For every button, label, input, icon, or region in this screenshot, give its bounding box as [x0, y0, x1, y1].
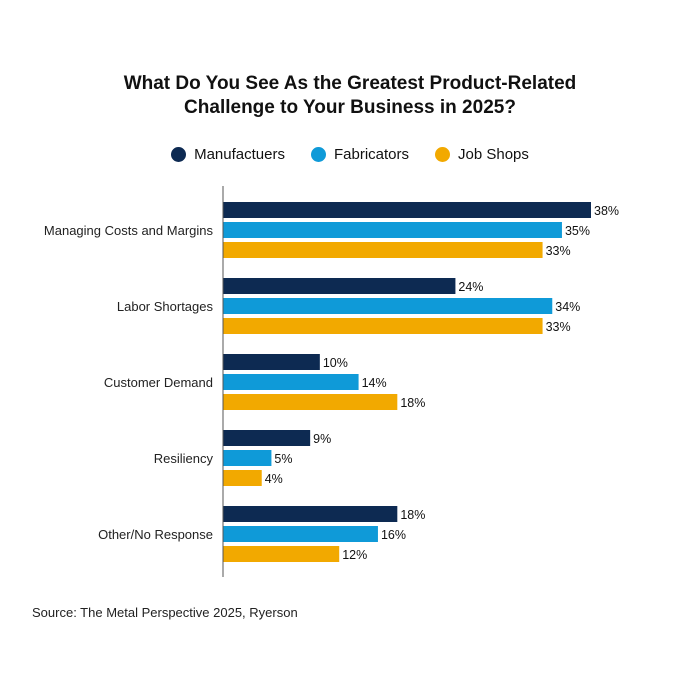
data-label-manufactuers-other-no-response: 18% — [400, 508, 425, 522]
bar-fabricators-other-no-response — [223, 526, 378, 542]
bar-fabricators-customer-demand — [223, 374, 359, 390]
data-label-job-shops-customer-demand: 18% — [400, 396, 425, 410]
category-label-customer-demand: Customer Demand — [104, 375, 213, 390]
data-label-manufactuers-customer-demand: 10% — [323, 356, 348, 370]
category-label-managing-costs-and-margins: Managing Costs and Margins — [44, 223, 214, 238]
category-label-labor-shortages: Labor Shortages — [117, 299, 214, 314]
data-label-manufactuers-resiliency: 9% — [313, 432, 331, 446]
data-label-manufactuers-managing-costs-and-margins: 38% — [594, 204, 619, 218]
data-label-job-shops-other-no-response: 12% — [342, 548, 367, 562]
data-label-job-shops-managing-costs-and-margins: 33% — [546, 244, 571, 258]
category-label-other-no-response: Other/No Response — [98, 527, 213, 542]
bar-manufactuers-labor-shortages — [223, 278, 456, 294]
bar-manufactuers-managing-costs-and-margins — [223, 202, 591, 218]
data-label-fabricators-managing-costs-and-margins: 35% — [565, 224, 590, 238]
legend-item-job-shops: Job Shops — [435, 146, 529, 163]
category-label-resiliency: Resiliency — [154, 451, 214, 466]
data-label-job-shops-resiliency: 4% — [265, 472, 283, 486]
data-label-job-shops-labor-shortages: 33% — [546, 320, 571, 334]
data-label-manufactuers-labor-shortages: 24% — [458, 280, 483, 294]
legend: Manufactuers Fabricators Job Shops — [0, 146, 700, 163]
bar-job-shops-other-no-response — [223, 546, 340, 562]
data-label-fabricators-customer-demand: 14% — [362, 376, 387, 390]
chart-title-line-1: What Do You See As the Greatest Product-… — [123, 73, 577, 94]
chart-title: What Do You See As the Greatest Product-… — [0, 72, 700, 120]
bar-manufactuers-other-no-response — [223, 506, 398, 522]
data-label-fabricators-other-no-response: 16% — [381, 528, 406, 542]
chart-title-line-2: Challenge to Your Business in 2025? — [184, 97, 516, 118]
legend-label-job-shops: Job Shops — [458, 146, 529, 163]
bar-job-shops-resiliency — [223, 470, 262, 486]
bar-fabricators-managing-costs-and-margins — [223, 222, 562, 238]
legend-swatch-job-shops — [435, 147, 451, 162]
legend-item-manufacturers: Manufactuers — [171, 146, 285, 163]
legend-label-fabricators: Fabricators — [333, 146, 410, 163]
bar-job-shops-customer-demand — [223, 394, 398, 410]
legend-swatch-manufacturers — [171, 147, 187, 162]
bar-fabricators-resiliency — [223, 450, 272, 466]
bar-fabricators-labor-shortages — [223, 298, 553, 314]
bar-manufactuers-customer-demand — [223, 354, 320, 370]
data-label-fabricators-labor-shortages: 34% — [555, 300, 580, 314]
bar-manufactuers-resiliency — [223, 430, 311, 446]
legend-label-manufacturers: Manufactuers — [194, 146, 285, 163]
legend-item-fabricators: Fabricators — [310, 146, 410, 163]
legend-swatch-fabricators — [310, 147, 326, 162]
bar-job-shops-managing-costs-and-margins — [223, 242, 543, 258]
data-label-fabricators-resiliency: 5% — [274, 452, 292, 466]
bar-job-shops-labor-shortages — [223, 318, 543, 334]
source-note: Source: The Metal Perspective 2025, Ryer… — [32, 605, 298, 620]
